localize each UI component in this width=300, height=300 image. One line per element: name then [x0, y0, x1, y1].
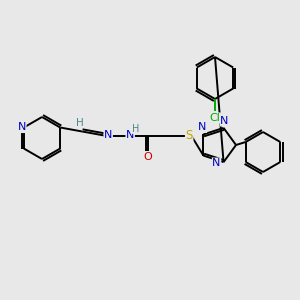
Text: Cl: Cl	[210, 113, 220, 123]
Text: N: N	[126, 130, 134, 140]
Text: N: N	[220, 116, 229, 126]
Text: H: H	[76, 118, 84, 128]
Text: N: N	[104, 130, 112, 140]
Text: S: S	[185, 129, 193, 142]
Text: H: H	[133, 124, 140, 134]
Text: N: N	[198, 122, 207, 132]
Text: O: O	[144, 152, 153, 163]
Text: N: N	[212, 158, 221, 168]
Text: N: N	[18, 122, 26, 133]
